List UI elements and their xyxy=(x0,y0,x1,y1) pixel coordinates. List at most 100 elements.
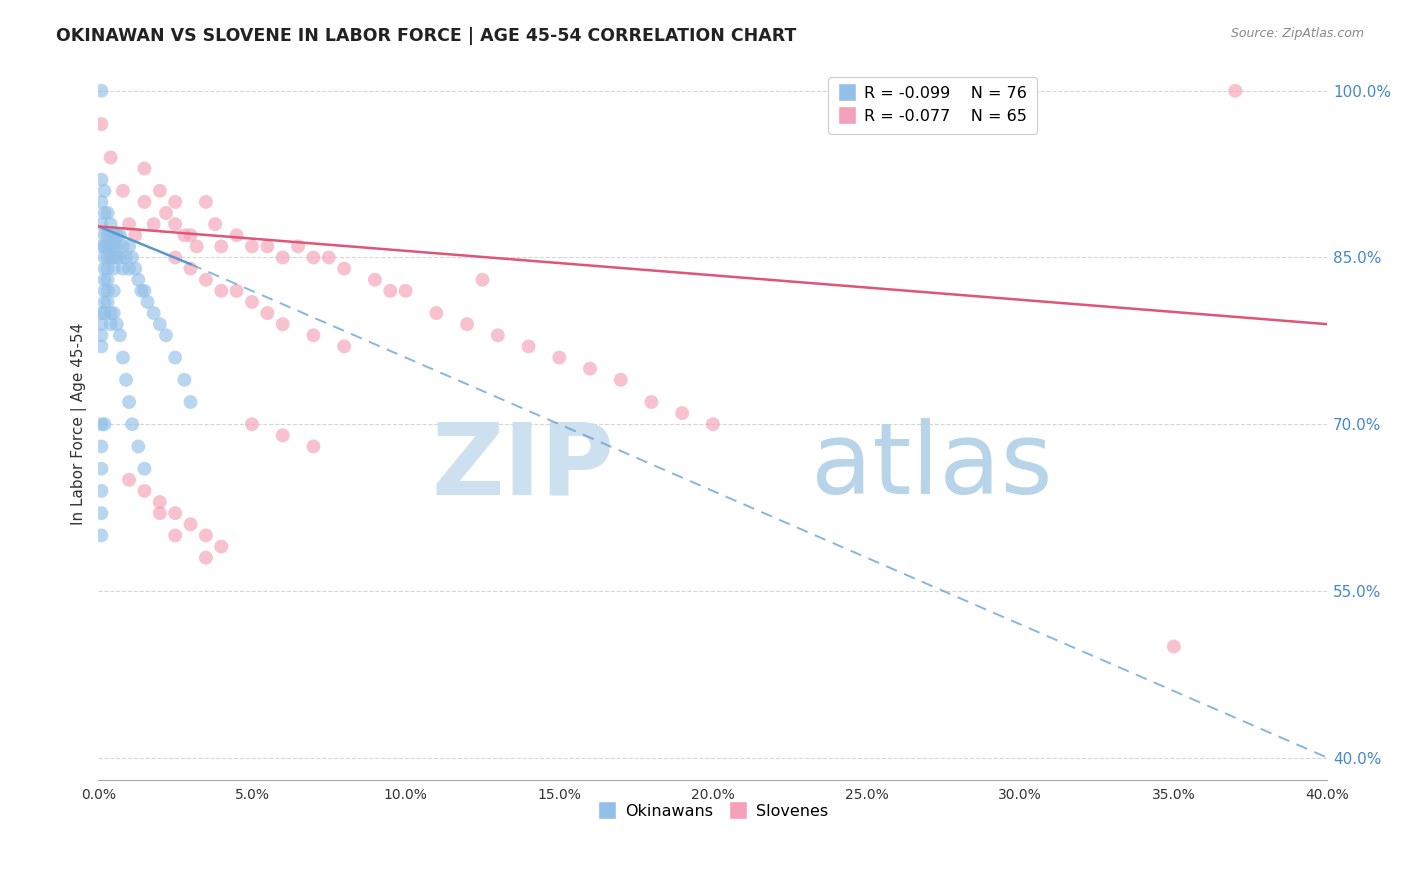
Point xyxy=(90,461,112,475)
Point xyxy=(131,284,153,298)
Point xyxy=(302,440,325,454)
Point xyxy=(118,239,141,253)
Point xyxy=(209,239,232,253)
Point xyxy=(173,228,195,243)
Point xyxy=(702,417,724,432)
Point xyxy=(225,284,247,298)
Point xyxy=(108,328,131,343)
Point xyxy=(124,228,146,243)
Point xyxy=(90,306,112,320)
Point xyxy=(149,317,172,331)
Point xyxy=(97,284,120,298)
Point xyxy=(165,528,187,542)
Point xyxy=(204,217,226,231)
Point xyxy=(180,517,202,532)
Point xyxy=(100,151,122,165)
Point xyxy=(471,273,494,287)
Point xyxy=(118,395,141,409)
Point xyxy=(97,261,120,276)
Point xyxy=(90,84,112,98)
Point xyxy=(105,317,128,331)
Point xyxy=(93,206,115,220)
Point xyxy=(103,261,125,276)
Point xyxy=(90,317,112,331)
Point xyxy=(127,440,149,454)
Text: OKINAWAN VS SLOVENE IN LABOR FORCE | AGE 45-54 CORRELATION CHART: OKINAWAN VS SLOVENE IN LABOR FORCE | AGE… xyxy=(56,27,797,45)
Point xyxy=(90,506,112,520)
Point xyxy=(93,284,115,298)
Point xyxy=(394,284,416,298)
Text: atlas: atlas xyxy=(811,418,1053,516)
Text: ZIP: ZIP xyxy=(432,418,614,516)
Point xyxy=(134,194,156,209)
Point xyxy=(108,228,131,243)
Point xyxy=(93,261,115,276)
Point xyxy=(425,306,447,320)
Point xyxy=(209,284,232,298)
Point xyxy=(121,417,143,432)
Y-axis label: In Labor Force | Age 45-54: In Labor Force | Age 45-54 xyxy=(72,323,87,525)
Point xyxy=(121,251,143,265)
Point xyxy=(194,550,217,565)
Point xyxy=(380,284,402,298)
Point xyxy=(105,239,128,253)
Point xyxy=(90,417,112,432)
Point xyxy=(100,306,122,320)
Point xyxy=(180,261,202,276)
Point xyxy=(1225,84,1247,98)
Point xyxy=(93,306,115,320)
Point xyxy=(97,273,120,287)
Point xyxy=(333,339,356,353)
Point xyxy=(93,239,115,253)
Point xyxy=(111,239,134,253)
Point xyxy=(97,206,120,220)
Point xyxy=(100,217,122,231)
Point xyxy=(155,206,177,220)
Point xyxy=(90,194,112,209)
Point xyxy=(142,306,165,320)
Point xyxy=(194,194,217,209)
Point xyxy=(302,328,325,343)
Point xyxy=(93,184,115,198)
Point xyxy=(240,417,263,432)
Point xyxy=(111,261,134,276)
Point xyxy=(90,528,112,542)
Point xyxy=(180,228,202,243)
Point xyxy=(103,284,125,298)
Point xyxy=(124,261,146,276)
Point xyxy=(100,239,122,253)
Point xyxy=(115,373,138,387)
Point xyxy=(111,184,134,198)
Point xyxy=(90,440,112,454)
Point xyxy=(90,339,112,353)
Point xyxy=(127,273,149,287)
Point xyxy=(134,483,156,498)
Point xyxy=(108,251,131,265)
Point xyxy=(93,417,115,432)
Point xyxy=(97,228,120,243)
Point xyxy=(97,251,120,265)
Point xyxy=(165,194,187,209)
Point xyxy=(456,317,478,331)
Point xyxy=(93,295,115,310)
Point xyxy=(486,328,509,343)
Point xyxy=(90,217,112,231)
Point xyxy=(256,239,278,253)
Point xyxy=(165,351,187,365)
Point xyxy=(134,461,156,475)
Point xyxy=(640,395,662,409)
Point xyxy=(93,251,115,265)
Point xyxy=(100,317,122,331)
Point xyxy=(302,251,325,265)
Point xyxy=(225,228,247,243)
Point xyxy=(97,239,120,253)
Point xyxy=(134,284,156,298)
Point xyxy=(155,328,177,343)
Point xyxy=(287,239,309,253)
Point xyxy=(105,251,128,265)
Point xyxy=(118,217,141,231)
Point xyxy=(256,306,278,320)
Point xyxy=(1163,640,1185,654)
Point xyxy=(271,251,294,265)
Point xyxy=(149,506,172,520)
